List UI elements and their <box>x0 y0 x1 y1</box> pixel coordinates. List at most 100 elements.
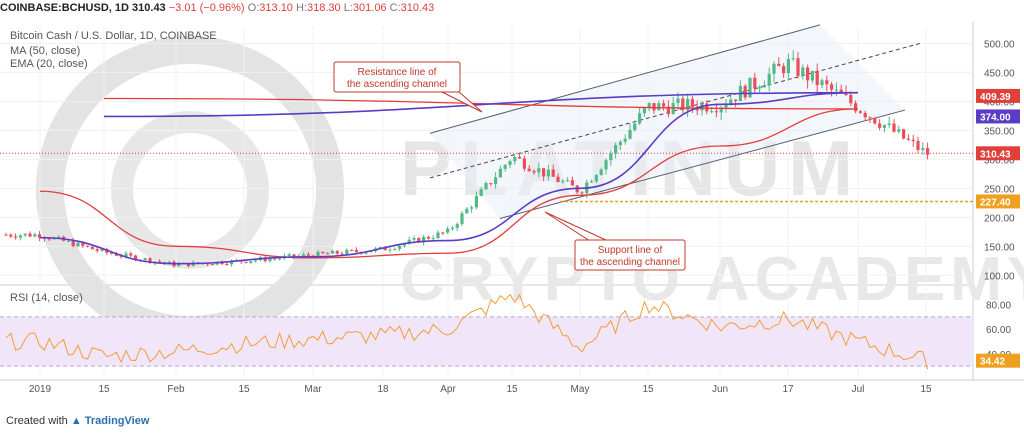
candle-body <box>758 87 762 89</box>
rsi-study-label[interactable]: RSI (14, close) <box>10 292 83 304</box>
candle-body <box>470 207 474 209</box>
time-tick-label: 15 <box>642 384 654 395</box>
candle-body <box>71 240 75 247</box>
candle-body <box>225 264 229 266</box>
candle-body <box>407 239 411 244</box>
ema-study-label[interactable]: EMA (20, close) <box>10 58 88 70</box>
candle-body <box>76 242 80 247</box>
tradingview-logo-icon: ▲ <box>70 415 82 427</box>
time-tick-label: 15 <box>238 384 250 395</box>
price-tick-label: 450.00 <box>984 68 1015 79</box>
created-with-text: Created with <box>6 415 68 427</box>
candle-body <box>681 98 685 111</box>
watermark-line-2: CRYPTO ACADEMY <box>400 245 1024 314</box>
candle-body <box>143 258 147 261</box>
candle-body <box>388 249 392 251</box>
candle-body <box>417 238 421 243</box>
candle-body <box>426 236 430 239</box>
candle-body <box>858 111 862 113</box>
candle-body <box>378 247 382 249</box>
candle-body <box>244 261 248 263</box>
candle-body <box>542 168 546 177</box>
resistance-callout-text: the ascending channel <box>347 79 447 90</box>
candle-body <box>81 242 85 246</box>
rsi-badge <box>976 353 1020 368</box>
high-value: 318.30 <box>307 2 341 14</box>
candle-body <box>566 180 570 182</box>
support-callout-box <box>574 239 686 271</box>
candle-body <box>906 138 910 140</box>
ma-study-label[interactable]: MA (50, close) <box>10 45 81 57</box>
candle-body <box>302 254 306 256</box>
price-badge <box>976 109 1020 124</box>
candle-body <box>503 164 507 169</box>
last-price: 310.43 <box>132 2 166 14</box>
candle-body <box>882 125 886 128</box>
rsi-badge-label: 34.42 <box>980 357 1005 368</box>
candle-body <box>618 141 622 145</box>
tradingview-brand[interactable]: TradingView <box>84 415 150 427</box>
candle-body <box>345 249 349 255</box>
candle-body <box>398 245 402 249</box>
candle-body <box>690 99 694 107</box>
price-badge-label: 227.40 <box>980 197 1011 208</box>
candle-body <box>33 234 37 237</box>
candle-body <box>186 262 190 267</box>
close-value: 310.43 <box>400 2 435 14</box>
candle-body <box>628 129 632 139</box>
open-label: O: <box>247 2 260 14</box>
candle-body <box>28 233 32 237</box>
candle-body <box>820 80 824 86</box>
candle-body <box>9 234 13 237</box>
candle-body <box>666 106 670 115</box>
candle-body <box>921 148 925 150</box>
candle-body <box>830 84 834 90</box>
candle-body <box>686 99 690 111</box>
symbol-label[interactable]: COINBASE:BCHUSD, 1D <box>0 2 129 14</box>
candle-body <box>642 108 646 114</box>
candle-body <box>767 73 771 86</box>
candle-body <box>734 99 738 102</box>
candle-body <box>393 248 397 250</box>
candle-body <box>590 181 594 183</box>
candle-body <box>167 261 171 263</box>
candle-body <box>364 252 368 254</box>
footer: Created with ▲ TradingView <box>6 415 149 427</box>
candle-body <box>873 117 877 124</box>
candle-body <box>306 254 310 256</box>
candle-body <box>465 208 469 214</box>
candle-body <box>273 258 277 260</box>
price-badge <box>976 88 1020 103</box>
candle-body <box>321 251 325 254</box>
time-tick-label: Feb <box>167 384 185 395</box>
candle-body <box>402 243 406 246</box>
candle-body <box>772 63 776 74</box>
candle-body <box>796 58 800 76</box>
resistance-line <box>429 24 821 134</box>
price-tick-label: 200.00 <box>984 213 1015 224</box>
candle-body <box>38 234 42 238</box>
time-tick-label: Mar <box>304 384 322 395</box>
candle-body <box>834 89 838 91</box>
candle-body <box>206 263 210 265</box>
price-change: −3.01 (−0.96%) <box>168 2 245 14</box>
candle-body <box>623 138 627 142</box>
candle-body <box>614 144 618 154</box>
time-tick-label: 17 <box>782 384 794 395</box>
time-tick-label: 15 <box>98 384 110 395</box>
candle-body <box>148 258 152 263</box>
candle-body <box>705 103 709 112</box>
candle-body <box>762 85 766 88</box>
candle-body <box>326 253 330 255</box>
candle-body <box>431 238 435 240</box>
candle-body <box>124 253 128 257</box>
candle-body <box>450 227 454 229</box>
candle-body <box>412 238 416 240</box>
candle-body <box>335 250 339 254</box>
candle-body <box>810 70 814 81</box>
close-label: C: <box>389 2 401 14</box>
price-badge-label: 310.43 <box>980 149 1011 160</box>
candle-body <box>719 107 723 113</box>
candle-body <box>546 169 550 177</box>
